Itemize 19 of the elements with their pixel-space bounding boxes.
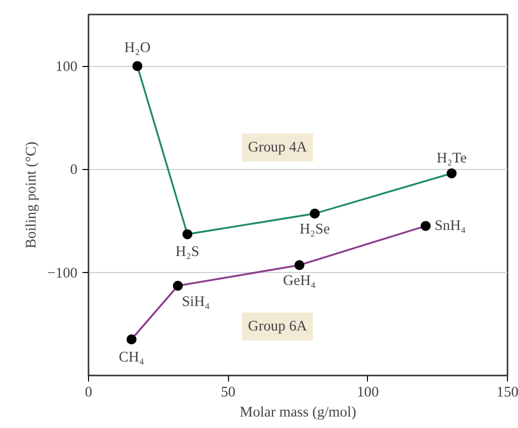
annotation: Group 4A <box>248 140 308 156</box>
annotation: H₂O <box>124 40 151 56</box>
annotation: H₂S <box>175 244 200 260</box>
x-tick-label: 100 <box>356 384 379 400</box>
annotation: H₂Se <box>300 222 330 238</box>
y-tick-label: 100 <box>56 59 78 76</box>
y-tick-label: 0 <box>70 162 78 178</box>
x-axis-title: Molar mass (g/mol) <box>240 404 356 420</box>
x-tick-label: 50 <box>220 384 236 400</box>
annotation: SnH₄ <box>434 218 466 234</box>
annotation: CH₄ <box>118 349 144 366</box>
annotation: Group 6A <box>248 318 308 334</box>
y-tick-label: −100 <box>47 265 78 282</box>
annotation: GeH₄ <box>283 273 316 290</box>
annotation: H₂Te <box>436 150 467 166</box>
y-axis-title: Boiling point (°C) <box>23 141 40 248</box>
x-tick-label: 150 <box>496 384 518 400</box>
x-tick-label: 0 <box>84 384 92 400</box>
annotation: SiH₄ <box>182 294 210 310</box>
